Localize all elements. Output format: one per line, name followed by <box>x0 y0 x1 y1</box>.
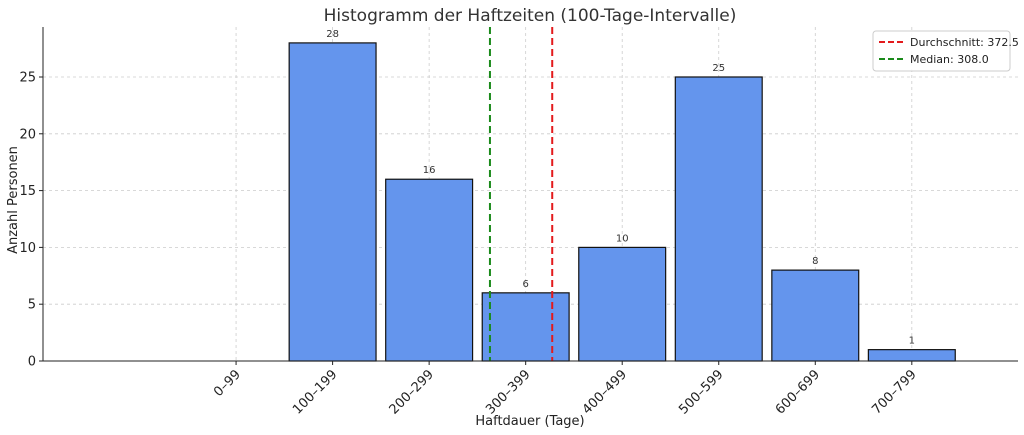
legend-label-1: Median: 308.0 <box>910 53 989 66</box>
bar-6 <box>771 269 860 362</box>
axes <box>39 27 1018 365</box>
x-tick-label-1: 100–199 <box>290 367 340 417</box>
bar-1 <box>288 42 377 362</box>
chart-title: Histogramm der Haftzeiten (100-Tage-Inte… <box>324 6 737 26</box>
x-tick-label-6: 600–699 <box>773 367 823 417</box>
bar-4 <box>578 246 667 362</box>
y-tick-label-5: 25 <box>19 70 36 85</box>
x-tick-label-3: 300–399 <box>483 367 533 417</box>
y-axis-label: Anzahl Personen <box>6 146 21 254</box>
x-tick-label-0: 0–99 <box>211 367 244 400</box>
legend-box <box>872 30 1011 72</box>
data-label-1: 28 <box>326 29 339 40</box>
y-tick-label-1: 5 <box>28 298 36 313</box>
bars: 28 16 6 10 25 8 1 <box>288 29 956 362</box>
x-tick-label-5: 500–599 <box>676 367 726 417</box>
bar-7 <box>867 349 956 362</box>
data-label-6: 8 <box>812 256 818 267</box>
x-tick-label-7: 700–799 <box>869 367 919 417</box>
x-tick-label-2: 200–299 <box>387 367 437 417</box>
data-label-4: 10 <box>616 233 629 244</box>
bar-2 <box>385 178 474 362</box>
bar-3 <box>481 292 570 362</box>
bar-5 <box>674 76 763 362</box>
data-label-7: 1 <box>909 336 915 347</box>
grid <box>43 27 1018 361</box>
data-label-3: 6 <box>522 279 528 290</box>
x-axis-label: Haftdauer (Tage) <box>475 414 584 429</box>
x-tick-label-4: 400–499 <box>580 367 630 417</box>
y-tick-label-4: 20 <box>19 127 36 142</box>
legend-label-0: Durchschnitt: 372.5 <box>910 36 1019 49</box>
data-label-5: 25 <box>712 63 725 74</box>
y-tick-label-2: 10 <box>19 241 36 256</box>
reference-lines <box>488 27 554 361</box>
legend: Durchschnitt: 372.5 Median: 308.0 <box>872 30 1019 72</box>
y-tick-label-0: 0 <box>28 355 36 370</box>
data-label-2: 16 <box>423 165 436 176</box>
y-tick-label-3: 15 <box>19 184 36 199</box>
